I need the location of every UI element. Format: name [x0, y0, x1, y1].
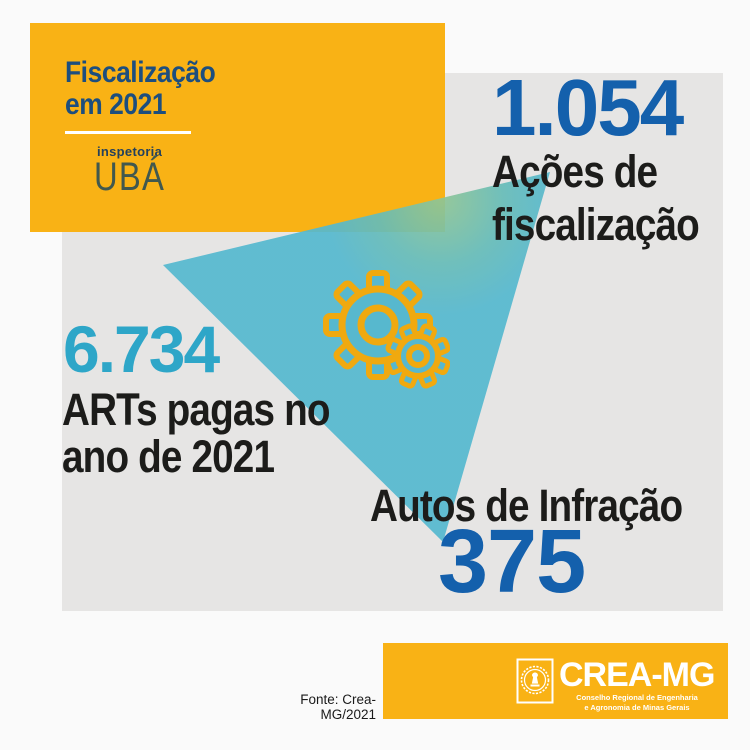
page-title-line2: em 2021: [65, 88, 167, 122]
acoes-label-line2: fiscalização: [492, 198, 700, 250]
arts-value: 6.734: [63, 312, 220, 386]
autos-value: 375: [438, 512, 586, 612]
acoes-value: 1.054: [492, 63, 684, 152]
crea-seal-icon: [516, 658, 554, 704]
page-title-line1: Fiscalização: [65, 56, 216, 89]
crea-subtitle: Conselho Regional de Engenharia e Agrono…: [561, 693, 713, 713]
arts-label-line1: ARTs pagas no: [62, 384, 331, 435]
crea-mg-logo: CREA-MG Conselho Regional de Engenharia …: [383, 643, 728, 719]
divider-line: [65, 131, 191, 134]
page-title: Fiscalização em 2021: [65, 56, 216, 122]
header-card: Fiscalização em 2021 inspetoria UBÁ: [30, 23, 445, 232]
arts-label: ARTs pagas no ano de 2021: [62, 384, 331, 483]
crea-wordmark: CREA-MG: [559, 656, 715, 694]
gears-icon: [323, 270, 450, 389]
crea-subtitle-line2: e Agronomia de Minas Gerais: [584, 702, 690, 712]
arts-label-line2: ano de 2021: [62, 431, 275, 483]
acoes-label: Ações de fiscalização: [492, 146, 700, 251]
crea-subtitle-line1: Conselho Regional de Engenharia: [576, 693, 698, 702]
inspectorate-label: inspetoria: [97, 144, 163, 159]
inspectorate-name: UBÁ: [94, 155, 166, 199]
source-note: Fonte: Crea-MG/2021: [300, 692, 376, 722]
acoes-label-line1: Ações de: [492, 146, 658, 197]
